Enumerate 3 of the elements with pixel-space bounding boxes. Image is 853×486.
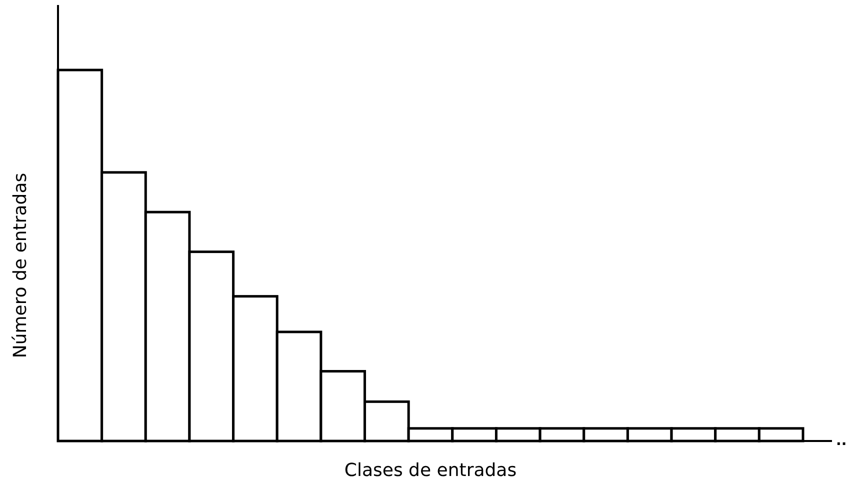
x-axis-title: Clases de entradas [344, 460, 517, 481]
text: .. [836, 433, 847, 449]
y-axis-title: Número de entradas [10, 172, 31, 358]
